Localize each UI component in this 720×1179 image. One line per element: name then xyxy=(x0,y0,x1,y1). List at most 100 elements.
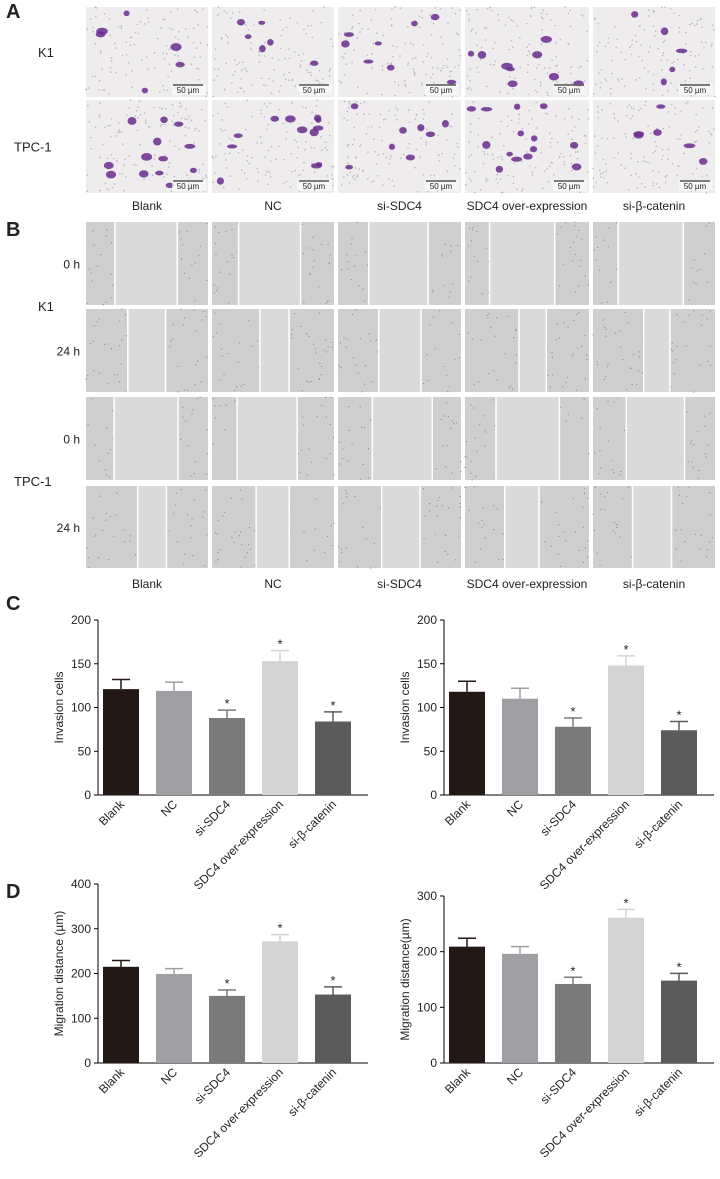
speck xyxy=(709,364,712,366)
speck xyxy=(91,280,93,282)
pore xyxy=(184,27,187,30)
pore xyxy=(394,114,396,117)
micrograph-bg xyxy=(86,7,208,97)
speck xyxy=(620,470,622,473)
speck xyxy=(373,542,375,544)
pore xyxy=(514,77,517,80)
pore xyxy=(396,45,398,48)
speck xyxy=(100,254,102,256)
cell xyxy=(141,87,149,94)
pore xyxy=(87,105,89,107)
speck xyxy=(447,415,449,418)
speck xyxy=(175,504,177,506)
speck xyxy=(677,486,679,488)
pore xyxy=(438,159,441,162)
pore xyxy=(630,117,632,120)
speck xyxy=(459,502,461,505)
micrograph-bg xyxy=(338,100,461,193)
speck xyxy=(487,317,489,319)
pore xyxy=(603,177,606,179)
pore xyxy=(346,119,349,121)
pore xyxy=(329,68,332,71)
speck xyxy=(291,337,293,339)
y-tick-label: 300 xyxy=(71,922,91,936)
speck xyxy=(488,313,490,315)
pore xyxy=(442,42,444,45)
speck xyxy=(248,320,250,322)
pore xyxy=(289,17,291,20)
x-tick-label: Blank xyxy=(442,1065,474,1097)
pore xyxy=(302,169,305,172)
pore xyxy=(283,158,285,161)
speck xyxy=(231,536,233,538)
speck xyxy=(709,345,711,348)
pore xyxy=(459,168,461,170)
pore xyxy=(212,157,215,159)
pore xyxy=(331,45,334,48)
pore xyxy=(529,15,532,17)
speck xyxy=(308,381,310,383)
speck xyxy=(578,229,580,232)
pore xyxy=(431,67,434,69)
pore xyxy=(613,156,616,159)
speck xyxy=(244,556,246,558)
pore xyxy=(177,111,179,114)
pore xyxy=(667,148,670,151)
pore xyxy=(425,73,427,76)
pore xyxy=(351,143,354,146)
cell xyxy=(226,144,238,149)
pore xyxy=(352,176,354,179)
speck xyxy=(494,425,496,427)
pore xyxy=(643,67,646,69)
cell xyxy=(467,50,475,57)
speck xyxy=(694,533,696,535)
pore xyxy=(381,184,384,186)
pore xyxy=(706,174,708,177)
pore xyxy=(638,176,640,178)
speck xyxy=(581,417,583,419)
pore xyxy=(476,66,479,69)
pore xyxy=(691,172,694,175)
pore xyxy=(217,6,220,8)
scratch-image xyxy=(212,309,334,392)
speck xyxy=(627,322,629,324)
speck xyxy=(574,253,576,256)
y-tick-label: 400 xyxy=(71,877,91,891)
pore xyxy=(214,48,217,51)
speck xyxy=(225,404,227,407)
speck xyxy=(194,460,196,463)
pore xyxy=(586,30,588,33)
speck xyxy=(95,534,97,536)
speck xyxy=(576,347,579,349)
pore xyxy=(636,186,639,189)
scale-bar-bg xyxy=(298,180,332,191)
column-label: si-SDC4 xyxy=(377,577,422,591)
pore xyxy=(705,192,708,194)
pore xyxy=(331,184,334,187)
pore xyxy=(200,108,203,111)
speck xyxy=(180,438,182,440)
x-tick-label: NC xyxy=(158,1065,180,1087)
speck xyxy=(233,389,236,391)
pore xyxy=(660,59,662,62)
speck xyxy=(471,229,474,231)
scratch-image xyxy=(465,221,589,305)
pore xyxy=(248,162,250,165)
pore xyxy=(168,63,171,66)
speck xyxy=(429,324,431,326)
pore xyxy=(146,68,149,70)
speck xyxy=(129,535,131,537)
pore xyxy=(555,115,557,117)
speck xyxy=(707,444,709,446)
pore xyxy=(542,17,544,20)
pore xyxy=(320,21,323,24)
pore xyxy=(687,101,689,104)
speck xyxy=(185,420,187,422)
speck xyxy=(619,330,621,332)
y-axis-label: Invasion cells xyxy=(398,671,412,743)
pore xyxy=(171,120,173,123)
speck xyxy=(483,523,485,526)
cell xyxy=(669,66,676,73)
speck xyxy=(584,378,586,380)
